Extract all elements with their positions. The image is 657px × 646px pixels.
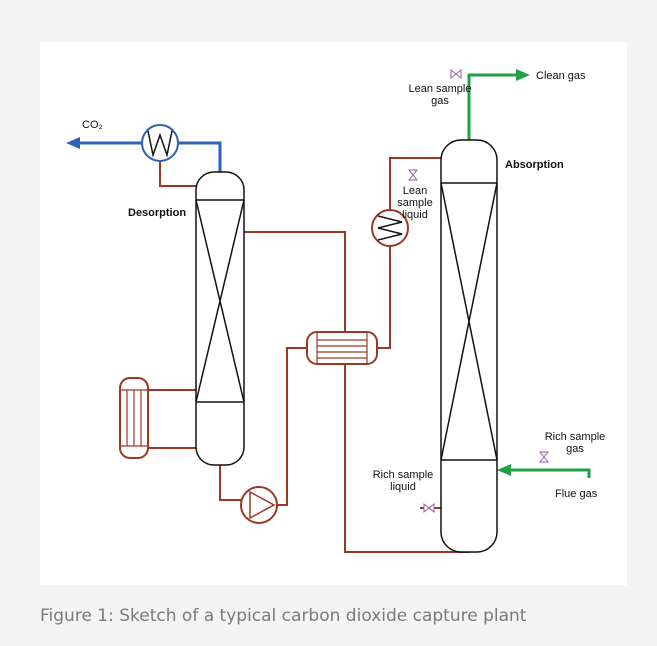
label: Lean sample [409, 83, 472, 95]
tubes [316, 332, 368, 364]
clean-gas-line [467, 73, 516, 140]
packing [195, 199, 245, 403]
valve [407, 169, 419, 181]
cooler [371, 209, 409, 247]
label: Desorption [128, 207, 186, 219]
packing [440, 182, 498, 461]
absorber [440, 139, 498, 553]
label: liquid [402, 209, 428, 221]
pipe [244, 231, 346, 332]
label: Rich sample [373, 469, 434, 481]
panel [40, 42, 627, 585]
arrow [516, 69, 530, 81]
caption: Figure 1: Sketch of a typical carbon dio… [40, 606, 527, 626]
pipe [219, 465, 241, 501]
arrow [497, 464, 511, 476]
flue-gas-line [510, 468, 591, 478]
pump [240, 486, 278, 524]
pump-symbol [249, 490, 276, 520]
tubes [120, 389, 148, 447]
coil [147, 130, 173, 158]
valve [538, 451, 550, 463]
pipe [159, 161, 196, 187]
pipe [344, 364, 469, 553]
co2-line [178, 141, 222, 172]
condenser [141, 124, 179, 162]
label: liquid [390, 481, 416, 493]
label: Lean [403, 185, 427, 197]
label: Flue gas [555, 488, 598, 500]
pipe [389, 157, 441, 210]
valve [450, 68, 462, 80]
label: gas [431, 95, 449, 107]
label: Clean gas [536, 70, 586, 82]
desorber [195, 171, 245, 466]
label: Rich sample [545, 431, 606, 443]
label: sample [397, 197, 432, 209]
label: Absorption [505, 159, 564, 171]
pipe [277, 347, 307, 506]
label: gas [566, 443, 584, 455]
pipe [377, 246, 391, 349]
arrow [66, 137, 80, 149]
label: CO₂ [82, 119, 103, 131]
coil [377, 215, 403, 241]
valve [423, 502, 435, 514]
